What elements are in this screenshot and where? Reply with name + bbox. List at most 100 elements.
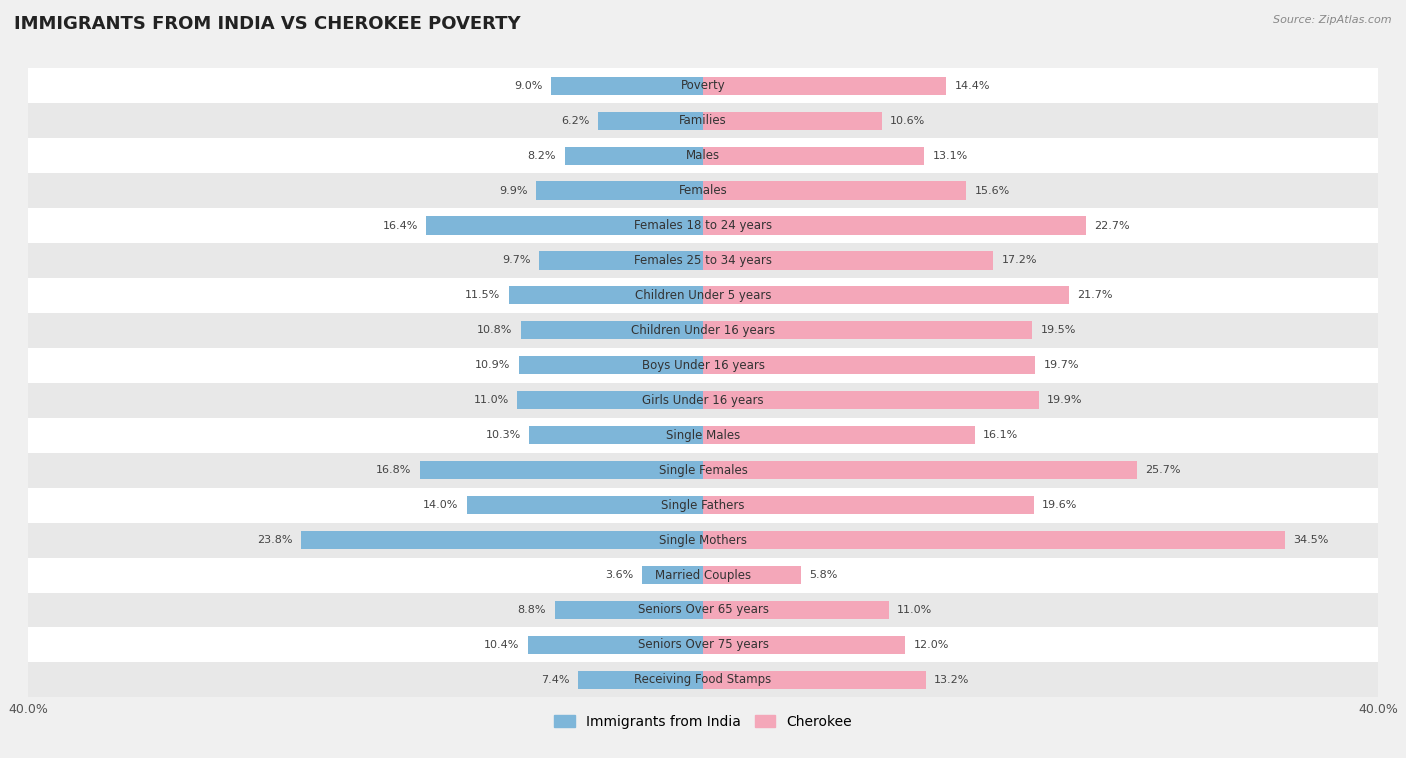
Text: Married Couples: Married Couples bbox=[655, 568, 751, 581]
Bar bbox=[703, 426, 974, 444]
Bar bbox=[509, 287, 703, 305]
Text: 10.6%: 10.6% bbox=[890, 116, 925, 126]
Text: 34.5%: 34.5% bbox=[1294, 535, 1329, 545]
Bar bbox=[28, 243, 1378, 278]
Bar bbox=[703, 181, 966, 199]
Text: 12.0%: 12.0% bbox=[914, 640, 949, 650]
Text: 19.5%: 19.5% bbox=[1040, 325, 1076, 335]
Text: 11.0%: 11.0% bbox=[474, 395, 509, 406]
Text: IMMIGRANTS FROM INDIA VS CHEROKEE POVERTY: IMMIGRANTS FROM INDIA VS CHEROKEE POVERT… bbox=[14, 15, 520, 33]
Bar bbox=[703, 496, 1033, 514]
Text: Single Fathers: Single Fathers bbox=[661, 499, 745, 512]
Bar bbox=[28, 593, 1378, 628]
Text: Receiving Food Stamps: Receiving Food Stamps bbox=[634, 673, 772, 687]
Text: 9.9%: 9.9% bbox=[499, 186, 527, 196]
Bar bbox=[28, 103, 1378, 138]
Text: 3.6%: 3.6% bbox=[606, 570, 634, 580]
Bar bbox=[703, 217, 1085, 234]
Bar bbox=[703, 461, 1136, 479]
Text: 19.9%: 19.9% bbox=[1047, 395, 1083, 406]
Bar bbox=[578, 671, 703, 689]
Bar bbox=[28, 383, 1378, 418]
Text: 19.6%: 19.6% bbox=[1042, 500, 1077, 510]
Text: Males: Males bbox=[686, 149, 720, 162]
Bar bbox=[520, 321, 703, 340]
Bar bbox=[703, 287, 1069, 305]
Text: 10.9%: 10.9% bbox=[475, 360, 510, 371]
Text: Seniors Over 75 years: Seniors Over 75 years bbox=[637, 638, 769, 651]
Bar bbox=[536, 181, 703, 199]
Text: 23.8%: 23.8% bbox=[257, 535, 292, 545]
Bar bbox=[28, 173, 1378, 208]
Bar bbox=[28, 662, 1378, 697]
Bar bbox=[703, 391, 1039, 409]
Bar bbox=[703, 146, 924, 164]
Text: Females 25 to 34 years: Females 25 to 34 years bbox=[634, 254, 772, 267]
Text: 8.2%: 8.2% bbox=[527, 151, 557, 161]
Bar bbox=[703, 77, 946, 95]
Text: 15.6%: 15.6% bbox=[974, 186, 1010, 196]
Text: 9.0%: 9.0% bbox=[515, 80, 543, 91]
Text: 21.7%: 21.7% bbox=[1077, 290, 1114, 300]
Bar bbox=[703, 321, 1032, 340]
Text: 16.1%: 16.1% bbox=[983, 431, 1018, 440]
Bar bbox=[599, 111, 703, 130]
Bar bbox=[28, 453, 1378, 487]
Text: Single Males: Single Males bbox=[666, 429, 740, 442]
Bar bbox=[703, 356, 1035, 374]
Bar bbox=[28, 348, 1378, 383]
Bar bbox=[28, 628, 1378, 662]
Bar bbox=[28, 487, 1378, 522]
Text: 7.4%: 7.4% bbox=[541, 675, 569, 685]
Bar bbox=[419, 461, 703, 479]
Text: 11.5%: 11.5% bbox=[465, 290, 501, 300]
Text: 13.2%: 13.2% bbox=[934, 675, 970, 685]
Bar bbox=[28, 558, 1378, 593]
Text: 5.8%: 5.8% bbox=[810, 570, 838, 580]
Bar bbox=[517, 391, 703, 409]
Bar bbox=[703, 111, 882, 130]
Text: Females: Females bbox=[679, 184, 727, 197]
Text: 10.8%: 10.8% bbox=[477, 325, 512, 335]
Bar bbox=[519, 356, 703, 374]
Bar bbox=[565, 146, 703, 164]
Bar bbox=[28, 68, 1378, 103]
Legend: Immigrants from India, Cherokee: Immigrants from India, Cherokee bbox=[548, 709, 858, 735]
Text: Single Mothers: Single Mothers bbox=[659, 534, 747, 547]
Text: 6.2%: 6.2% bbox=[561, 116, 591, 126]
Text: Females 18 to 24 years: Females 18 to 24 years bbox=[634, 219, 772, 232]
Text: 9.7%: 9.7% bbox=[502, 255, 531, 265]
Bar bbox=[28, 313, 1378, 348]
Text: 8.8%: 8.8% bbox=[517, 605, 546, 615]
Text: 10.4%: 10.4% bbox=[484, 640, 519, 650]
Text: 25.7%: 25.7% bbox=[1144, 465, 1181, 475]
Text: 11.0%: 11.0% bbox=[897, 605, 932, 615]
Bar bbox=[554, 601, 703, 619]
Text: 16.8%: 16.8% bbox=[375, 465, 411, 475]
Bar bbox=[28, 138, 1378, 173]
Bar bbox=[551, 77, 703, 95]
Text: 14.0%: 14.0% bbox=[423, 500, 458, 510]
Text: 19.7%: 19.7% bbox=[1043, 360, 1080, 371]
Bar bbox=[703, 566, 801, 584]
Bar bbox=[28, 278, 1378, 313]
Text: 17.2%: 17.2% bbox=[1001, 255, 1038, 265]
Bar bbox=[703, 531, 1285, 549]
Bar bbox=[527, 636, 703, 654]
Bar bbox=[643, 566, 703, 584]
Text: Boys Under 16 years: Boys Under 16 years bbox=[641, 359, 765, 372]
Bar bbox=[467, 496, 703, 514]
Bar bbox=[703, 636, 905, 654]
Bar bbox=[529, 426, 703, 444]
Text: Single Females: Single Females bbox=[658, 464, 748, 477]
Text: Families: Families bbox=[679, 114, 727, 127]
Text: Children Under 16 years: Children Under 16 years bbox=[631, 324, 775, 337]
Text: 14.4%: 14.4% bbox=[955, 80, 990, 91]
Bar bbox=[301, 531, 703, 549]
Bar bbox=[703, 252, 993, 270]
Bar bbox=[426, 217, 703, 234]
Bar bbox=[28, 522, 1378, 558]
Bar bbox=[28, 418, 1378, 453]
Text: Source: ZipAtlas.com: Source: ZipAtlas.com bbox=[1274, 15, 1392, 25]
Bar bbox=[703, 601, 889, 619]
